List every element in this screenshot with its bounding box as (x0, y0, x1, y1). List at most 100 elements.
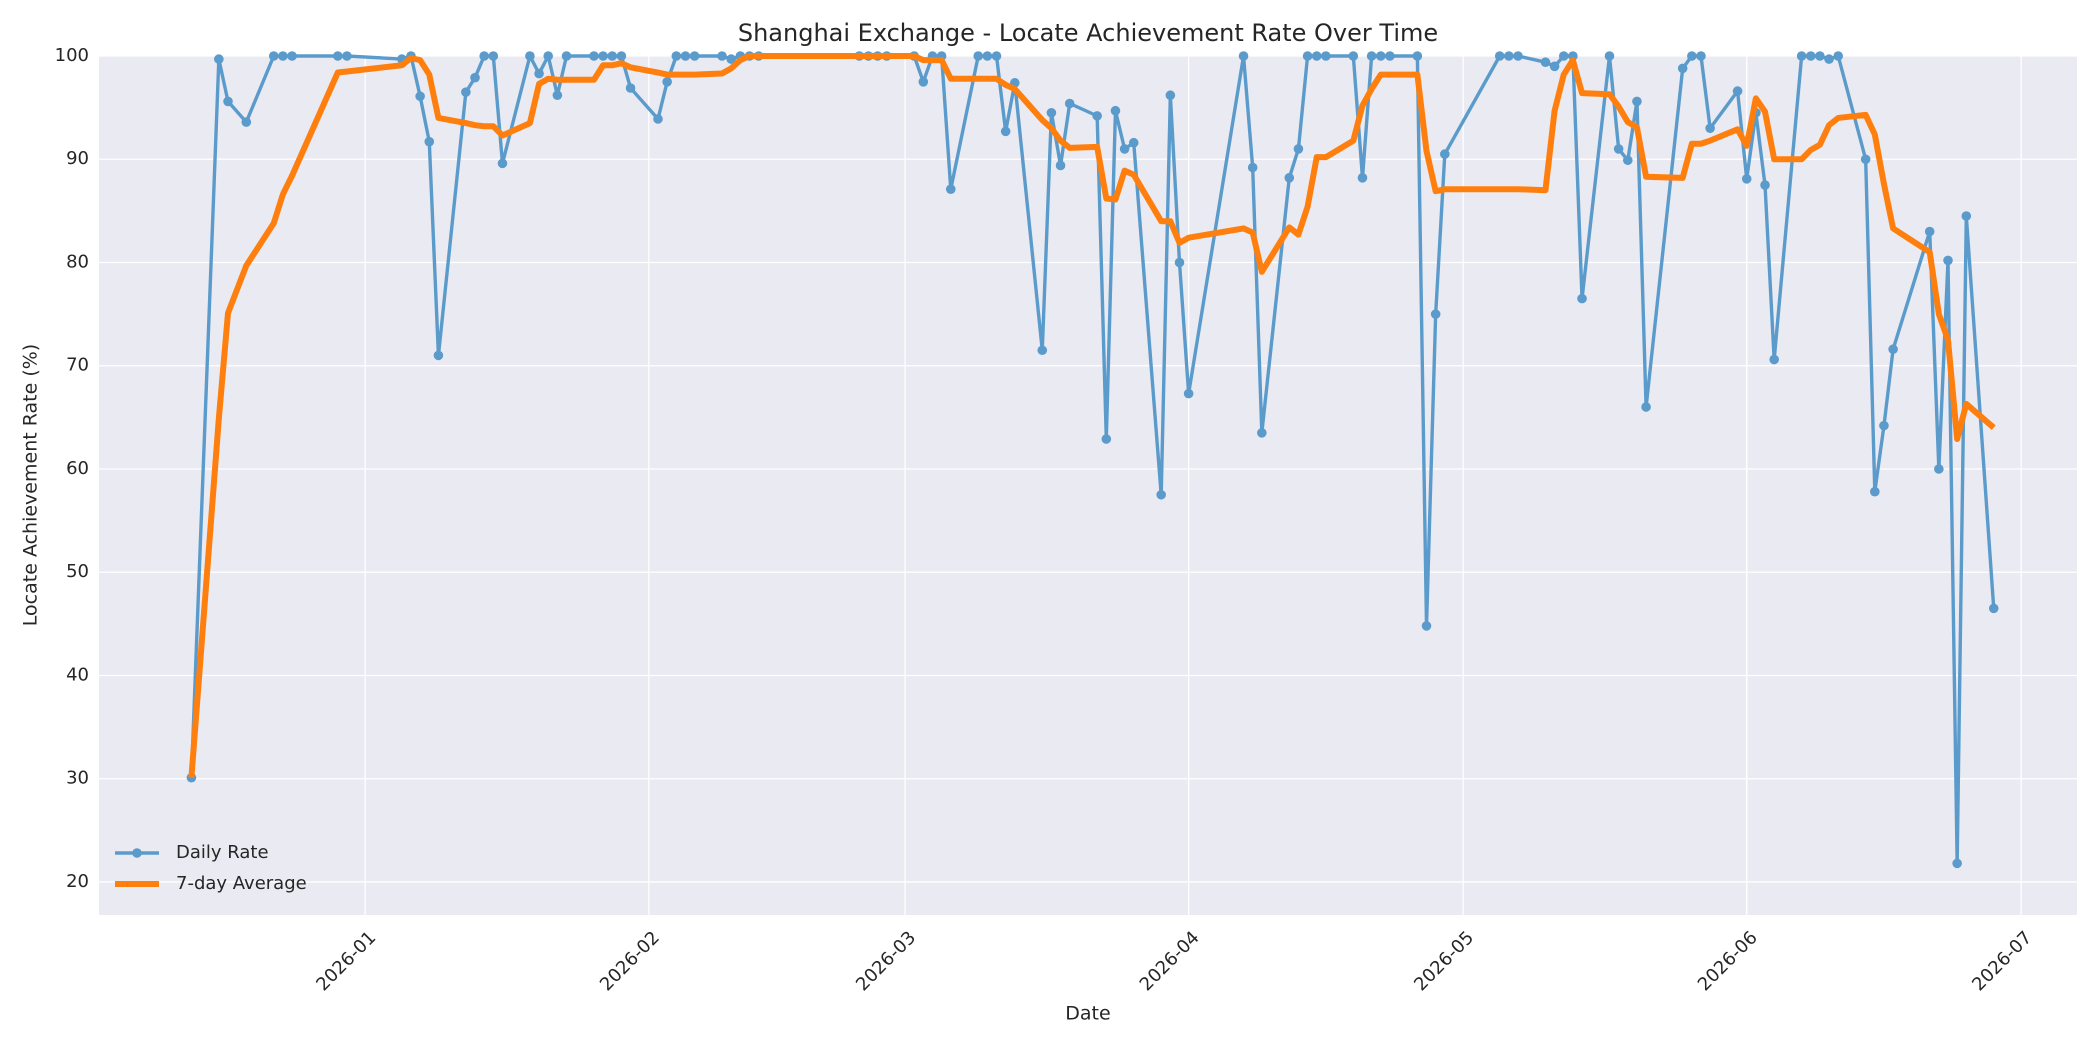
data-point (1824, 54, 1834, 64)
data-point (1760, 180, 1770, 190)
data-point (1613, 144, 1624, 154)
y-tick-label: 60 (66, 458, 89, 479)
data-point (1687, 51, 1697, 61)
x-tick-label: 2026-06 (1694, 927, 1762, 995)
y-axis-label: Locate Achievement Rate (%) (20, 344, 42, 626)
legend-marker (132, 848, 142, 858)
x-tick-label: 2026-03 (852, 927, 920, 995)
data-point (1421, 621, 1432, 631)
data-point (616, 51, 627, 61)
data-point (1641, 402, 1651, 412)
y-tick-label: 100 (55, 45, 89, 66)
data-point (561, 51, 572, 61)
data-point (726, 54, 736, 64)
data-point (625, 83, 636, 93)
data-point (1366, 51, 1377, 61)
data-point (1888, 344, 1898, 355)
data-point (1092, 111, 1102, 121)
data-point (1000, 126, 1011, 137)
data-point (1110, 105, 1121, 116)
y-tick-label: 70 (66, 355, 89, 376)
data-point (1879, 420, 1889, 431)
data-point (342, 51, 352, 61)
data-point (214, 54, 224, 64)
data-point (982, 51, 993, 61)
series-line (188, 53, 1996, 778)
data-point (1833, 51, 1844, 61)
x-axis-label: Date (1065, 1003, 1110, 1025)
data-point (488, 51, 499, 61)
data-point (1540, 57, 1551, 67)
data-point (1705, 123, 1715, 134)
data-point (1632, 96, 1642, 107)
data-point (689, 51, 700, 61)
data-point (1796, 51, 1807, 61)
data-point (1924, 226, 1935, 237)
data-point (461, 87, 471, 97)
data-point (680, 51, 691, 61)
x-tick-label: 2026-01 (312, 927, 380, 995)
data-point (1769, 354, 1779, 365)
x-tick-label: 2026-04 (1136, 927, 1204, 995)
data-point (1577, 293, 1587, 304)
data-point (268, 51, 279, 61)
data-point (1430, 309, 1441, 319)
data-point (1064, 98, 1075, 109)
data-point (525, 51, 535, 61)
data-point (1952, 858, 1962, 869)
data-point (1805, 51, 1816, 61)
data-point (1183, 388, 1194, 399)
x-tick-label: 2026-05 (1410, 927, 1478, 995)
data-point (1677, 63, 1688, 74)
data-point (534, 68, 544, 79)
data-point (1504, 51, 1514, 61)
data-point (278, 51, 288, 61)
data-point (1037, 345, 1048, 356)
data-point (1284, 173, 1295, 183)
data-point (1046, 107, 1057, 118)
data-point (1128, 137, 1139, 148)
x-tick-label: 2026-07 (1968, 927, 2036, 995)
data-point (1055, 160, 1066, 171)
data-point (1988, 603, 1999, 614)
data-point (1696, 51, 1706, 61)
legend-label: 7-day Average (176, 873, 307, 894)
data-point (1604, 51, 1615, 61)
data-point (241, 117, 252, 127)
x-tick-label: 2026-02 (596, 927, 664, 995)
data-point (945, 184, 956, 194)
data-point (1247, 162, 1258, 173)
data-point (1732, 86, 1743, 96)
data-point (1412, 51, 1423, 61)
data-point (991, 51, 1002, 61)
data-point (1741, 174, 1752, 184)
data-point (671, 51, 682, 61)
data-point (918, 77, 929, 87)
data-point (1385, 51, 1395, 61)
data-point (607, 51, 618, 61)
data-point (223, 96, 233, 107)
data-point (653, 114, 663, 124)
data-point (1174, 257, 1185, 268)
data-point (598, 51, 608, 61)
y-tick-label: 80 (66, 251, 89, 272)
data-point (470, 72, 480, 83)
data-point (1558, 51, 1569, 61)
data-point (287, 51, 297, 61)
plot-background (99, 56, 2077, 915)
data-point (1293, 144, 1304, 154)
data-point (1440, 149, 1450, 159)
data-point (424, 136, 435, 147)
data-point (415, 91, 425, 102)
data-point (1257, 428, 1267, 438)
y-tick-label: 40 (66, 664, 89, 685)
data-point (1549, 61, 1560, 72)
data-point (1238, 51, 1249, 61)
data-point (1961, 211, 1972, 221)
data-point (1302, 51, 1313, 61)
data-point (543, 51, 554, 61)
data-point (973, 51, 984, 61)
data-point (1348, 51, 1359, 61)
data-point (1311, 51, 1322, 61)
